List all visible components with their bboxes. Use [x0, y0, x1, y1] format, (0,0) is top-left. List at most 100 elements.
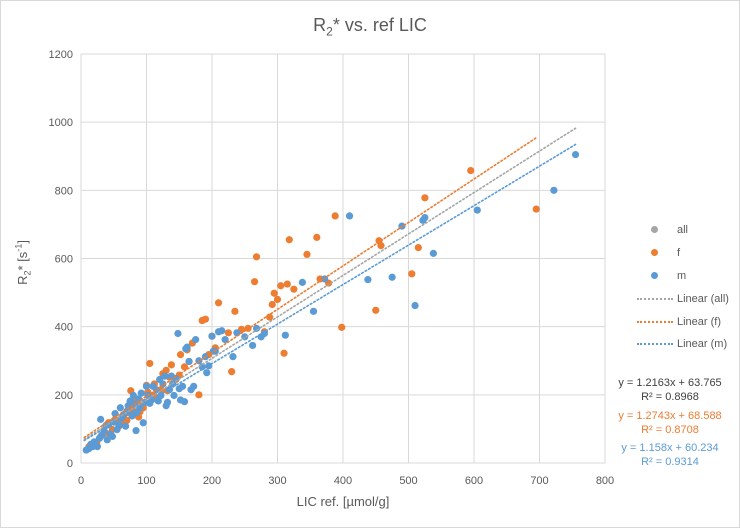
trendline-equation-all: y = 1.2163x + 63.765 R² = 0.8968: [618, 377, 722, 403]
x-tick-label: 300: [268, 475, 286, 487]
y-tick-label: 600: [55, 254, 73, 266]
data-point-m: [170, 391, 178, 400]
data-point-m: [429, 249, 437, 257]
legend-marker: [635, 294, 675, 304]
data-point-f: [421, 194, 429, 202]
x-tick-label: 0: [78, 475, 84, 487]
x-axis-label: LIC ref. [µmol/g]: [296, 494, 390, 509]
data-point-m: [115, 421, 123, 429]
data-point-f: [195, 391, 203, 399]
x-tick-label: 800: [596, 475, 614, 487]
data-point-f: [224, 329, 232, 337]
data-point-f: [408, 270, 416, 278]
legend-item-m: m: [635, 265, 729, 288]
data-point-m: [142, 382, 151, 390]
legend-label: f: [677, 247, 681, 260]
trendline-equation-m: y = 1.158x + 60.234 R² = 0.9314: [621, 442, 719, 468]
data-point-m: [252, 324, 261, 332]
legend-marker: [635, 271, 675, 281]
data-point-m: [411, 301, 419, 310]
data-point-m: [571, 150, 580, 159]
legend-marker: [635, 248, 675, 258]
data-point-f: [285, 236, 293, 244]
data-point-m: [108, 432, 117, 441]
data-point-f: [467, 166, 475, 175]
data-point-m: [473, 206, 481, 214]
y-tick-label: 800: [55, 185, 73, 197]
data-point-m: [550, 186, 558, 194]
y-tick-label: 0: [67, 458, 73, 470]
data-point-f: [331, 212, 339, 220]
y-axis-label: R2* [s-1]: [13, 240, 33, 285]
data-point-m: [137, 389, 145, 397]
data-point-m: [190, 382, 198, 390]
data-point-m: [116, 404, 124, 412]
data-point-f: [201, 315, 210, 323]
legend-marker: [635, 225, 675, 235]
data-point-f: [273, 295, 282, 303]
data-point-f: [252, 253, 261, 261]
x-tick-label: 500: [399, 475, 417, 487]
data-point-m: [298, 278, 306, 286]
x-tick-label: 400: [334, 475, 352, 487]
data-point-f: [176, 351, 185, 359]
data-point-m: [208, 332, 216, 340]
data-point-m: [174, 329, 182, 338]
data-point-m: [121, 422, 130, 430]
data-point-m: [172, 374, 180, 383]
data-point-m: [178, 382, 187, 390]
data-point-f: [214, 299, 223, 307]
y-tick-label: 1200: [49, 49, 73, 61]
data-point-f: [313, 233, 321, 241]
data-point-f: [372, 306, 380, 314]
chart-title: R2* vs. ref LIC: [313, 15, 427, 39]
trendline-linear--f-: [83, 136, 538, 439]
data-point-f: [338, 323, 346, 331]
data-point-f: [303, 250, 311, 259]
y-tick-label: 200: [55, 390, 73, 402]
trendline-linear--all-: [83, 127, 577, 440]
data-point-m: [154, 397, 162, 405]
x-tick-label: 700: [530, 475, 548, 487]
legend-item-f: f: [635, 242, 729, 265]
data-point-m: [281, 331, 289, 339]
data-point-f: [146, 359, 154, 368]
data-point-m: [180, 398, 189, 406]
legend-marker: [635, 317, 675, 327]
data-point-m: [364, 276, 372, 284]
data-point-f: [270, 289, 278, 297]
x-tick-label: 600: [465, 475, 483, 487]
data-point-m: [139, 419, 147, 427]
data-point-m: [218, 327, 226, 335]
data-point-f: [228, 368, 236, 376]
data-point-f: [180, 363, 189, 371]
data-point-m: [229, 353, 237, 361]
data-point-m: [183, 343, 191, 351]
data-point-f: [377, 241, 385, 250]
data-point-f: [231, 307, 239, 315]
data-point-m: [249, 341, 257, 350]
data-point-f: [414, 243, 422, 252]
legend-marker: [635, 339, 675, 349]
legend-item-linear-m: Linear (m): [635, 333, 729, 356]
trendline-linear--m-: [83, 143, 577, 442]
data-point-m: [192, 336, 200, 344]
legend-label: Linear (f): [677, 315, 722, 328]
legend-item-all: all: [635, 219, 729, 242]
data-point-f: [290, 285, 298, 293]
data-point-m: [345, 212, 354, 220]
x-tick-label: 200: [203, 475, 221, 487]
data-point-f: [250, 278, 259, 286]
legend: all f m Linear (all) Linear (f) Linear (…: [635, 219, 729, 356]
legend-label: m: [677, 269, 687, 282]
data-point-m: [93, 443, 101, 451]
data-point-f: [280, 349, 288, 357]
data-point-m: [132, 427, 140, 435]
legend-label: Linear (m): [677, 338, 728, 351]
data-point-m: [103, 436, 111, 444]
x-tick-label: 100: [137, 475, 155, 487]
data-point-f: [268, 300, 276, 309]
data-point-f: [167, 361, 175, 369]
